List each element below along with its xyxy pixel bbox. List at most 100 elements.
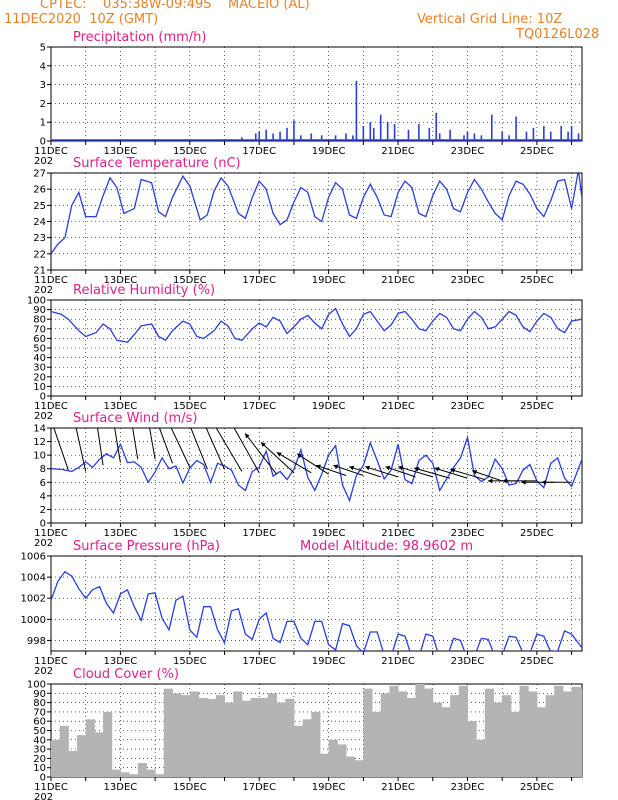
precip-bar <box>480 135 483 141</box>
y-tick-label: 0 <box>40 773 46 784</box>
precip-bar <box>418 124 420 141</box>
y-tick-label: 23 <box>33 233 46 244</box>
cloud-bar <box>250 697 260 777</box>
header-datetime: 11DEC2020 10Z (GMT) <box>4 12 159 27</box>
cloud-bar <box>363 688 373 777</box>
x-date-label: 19DEC <box>312 401 346 412</box>
y-tick-label: 80 <box>33 315 46 326</box>
wind-arrow <box>315 464 347 476</box>
y-tick-label: 0 <box>40 392 46 403</box>
precip-bar <box>438 133 441 141</box>
wind-arrow <box>149 428 156 460</box>
panel-title: Surface Pressure (hPa) <box>73 539 220 554</box>
wind-arrow-head <box>414 466 419 472</box>
precip-bar <box>272 133 274 141</box>
wind-arrow-head <box>502 478 507 484</box>
cloud-bar <box>380 693 390 777</box>
cloud-bar <box>432 702 442 777</box>
precip-bar <box>393 124 396 141</box>
cloud-bar <box>276 702 286 777</box>
precip-bar <box>352 135 354 141</box>
plot-frame <box>50 46 583 142</box>
cloud-bar <box>337 744 347 777</box>
cloud-bar <box>207 698 217 777</box>
wind-arrow <box>205 428 225 470</box>
y-tick-label: 100 <box>27 296 46 307</box>
cloud-bar <box>406 697 416 777</box>
y-tick-label: 30 <box>33 363 46 374</box>
panel-precip: 0 1 2 3 4 5 11DEC 13DEC 15DEC 17DEC 19DEC 21DEC 23DE… <box>34 30 583 167</box>
wind-arrow <box>75 428 87 472</box>
x-date-label: 17DEC <box>242 275 276 286</box>
cloud-bar <box>51 739 61 777</box>
cloud-bar <box>476 739 486 777</box>
cloud-bar <box>519 685 529 777</box>
precip-bar <box>473 133 476 141</box>
wind-arrow <box>276 451 312 474</box>
cloud-bar <box>233 691 243 777</box>
x-date-label: 11DEC <box>34 275 68 286</box>
x-date-label: 15DEC <box>173 146 207 157</box>
wind-arrow-head <box>398 465 404 471</box>
cloud-bar <box>172 693 182 777</box>
x-date-label: 11DEC <box>34 528 68 539</box>
x-date-label: 19DEC <box>312 528 346 539</box>
precip-bar <box>515 116 517 141</box>
wind-arrow <box>244 433 277 475</box>
x-date-label: 19DEC <box>312 782 346 793</box>
cloud-bar <box>129 774 139 777</box>
y-tick-label: 14 <box>33 424 46 435</box>
header-station: CPTEC: 035:38W-09:49S MACEIO (AL) <box>40 0 310 12</box>
precip-bar <box>449 129 451 141</box>
cloud-bar <box>484 688 494 777</box>
wind-arrow-head <box>385 465 391 471</box>
wind-arrow-head <box>488 478 493 484</box>
y-tick-label: 60 <box>33 717 46 728</box>
x-date-label: 21DEC <box>381 401 415 412</box>
wind-arrow-head <box>212 421 216 426</box>
y-tick-label: 30 <box>33 745 46 756</box>
wind-arrow-head <box>333 464 339 470</box>
x-date-label: 21DEC <box>381 656 415 667</box>
cloud-bar <box>285 698 295 777</box>
precip-bar <box>369 122 372 141</box>
panel-title: Surface Temperature (nC) <box>73 156 241 171</box>
cloud-bar <box>302 719 312 777</box>
panel-annotation: Model Altitude: 98.9602 m <box>300 539 473 554</box>
x-year-label: 202 <box>34 666 53 677</box>
y-tick-label: 20 <box>33 372 46 383</box>
header-model-id: TQ0126L028 <box>516 27 600 42</box>
x-date-label: 25DEC <box>520 146 554 157</box>
x-year-label: 202 <box>34 156 53 167</box>
y-tick-label: 26 <box>33 185 46 196</box>
wind-arrow <box>158 428 173 464</box>
wind-arrow <box>132 428 139 460</box>
wind-arrow-head <box>450 468 456 473</box>
x-date-label: 21DEC <box>381 275 415 286</box>
series-pressure <box>51 570 582 651</box>
y-tick-label: 22 <box>33 249 46 260</box>
x-date-label: 15DEC <box>173 656 207 667</box>
cloud-bar <box>259 697 269 777</box>
cloud-bar <box>68 750 78 777</box>
wind-arrow <box>190 428 208 469</box>
panel-title: Precipitation (mm/h) <box>73 30 206 45</box>
cloud-bar <box>545 695 555 777</box>
cloud-bar <box>111 769 121 777</box>
cloud-bar <box>493 702 503 777</box>
cloud-bar <box>554 685 564 777</box>
wind-arrow <box>349 466 381 478</box>
precip-bar <box>345 133 347 141</box>
y-tick-label: 40 <box>33 353 46 364</box>
precip-bar <box>560 125 562 141</box>
panel-pressure: 998 1000 1002 1004 1006 11DEC 13DEC 15DEC 17DEC 1… <box>21 539 583 677</box>
y-tick-label: 80 <box>33 698 46 709</box>
cloud-bar <box>293 725 304 777</box>
x-date-label: 25DEC <box>520 528 554 539</box>
plot-frame <box>50 427 583 524</box>
y-tick-label: 8 <box>40 464 46 475</box>
wind-arrow-head <box>149 402 153 407</box>
precip-bar <box>407 129 410 141</box>
wind-arrow <box>53 428 69 471</box>
